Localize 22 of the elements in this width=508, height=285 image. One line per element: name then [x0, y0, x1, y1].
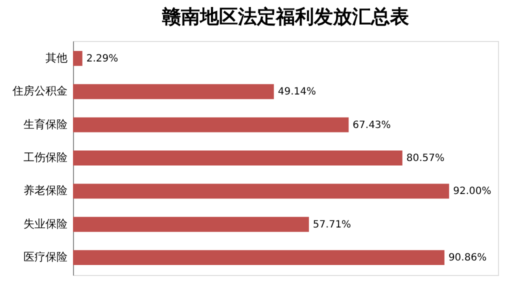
bar: [73, 50, 82, 66]
data-label: 67.43%: [352, 120, 391, 131]
data-label: 57.71%: [312, 219, 352, 230]
bar: [73, 184, 450, 199]
data-label: 2.29%: [86, 53, 118, 64]
y-tick-label: 养老保险: [24, 184, 68, 198]
bar: [73, 117, 349, 132]
y-tick-label: 失业保险: [24, 217, 68, 230]
y-tick-label: 医疗保险: [24, 250, 68, 264]
y-tick-label: 住房公积金: [12, 84, 68, 98]
bar: [73, 250, 444, 266]
data-label: 90.86%: [448, 252, 487, 264]
bar: [73, 216, 309, 232]
data-label: 92.00%: [453, 186, 492, 198]
data-label: 80.57%: [406, 153, 445, 164]
y-tick-label: 其他: [46, 51, 68, 64]
bar: [73, 84, 274, 100]
chart-title: 赣南地区法定福利发放汇总表: [161, 6, 410, 28]
bar: [73, 150, 402, 166]
data-label: 49.14%: [278, 86, 316, 98]
y-tick-label: 生育保险: [24, 118, 68, 131]
y-tick-label: 工伤保险: [24, 151, 68, 164]
